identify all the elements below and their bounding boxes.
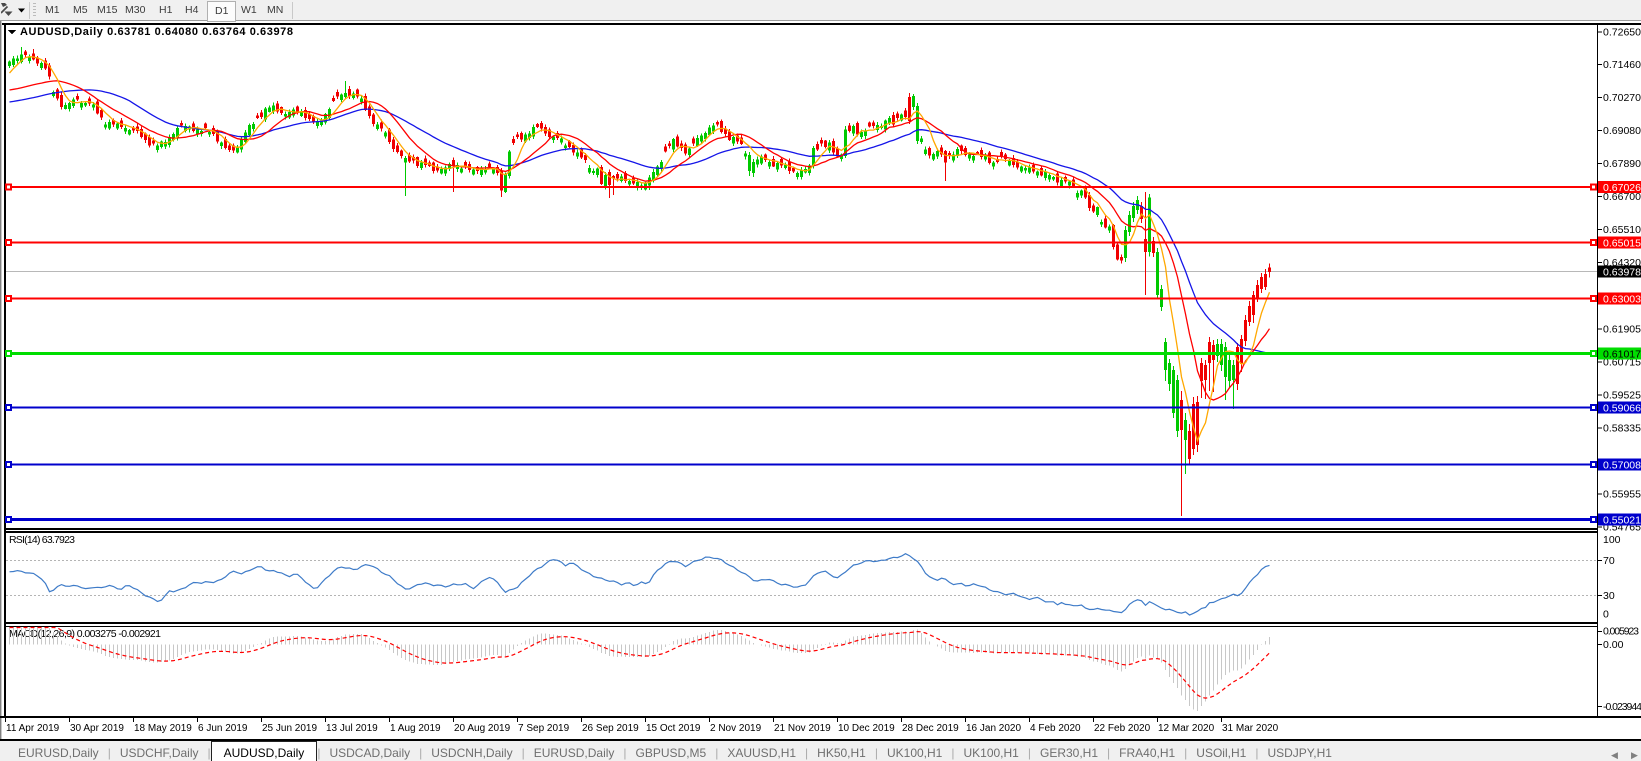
svg-text:RSI(14) 63.7923: RSI(14) 63.7923 [9, 534, 75, 546]
svg-text:0.70270: 0.70270 [1603, 92, 1641, 104]
svg-text:1 Aug 2019: 1 Aug 2019 [390, 723, 441, 734]
svg-text:30 Apr 2019: 30 Apr 2019 [70, 723, 124, 734]
svg-text:0.72650: 0.72650 [1603, 26, 1641, 38]
svg-text:0.00: 0.00 [1603, 639, 1624, 651]
svg-text:20 Aug 2019: 20 Aug 2019 [454, 723, 511, 734]
svg-text:25 Jun 2019: 25 Jun 2019 [262, 723, 317, 734]
svg-text:0.63978: 0.63978 [1603, 266, 1641, 278]
svg-text:31 Mar 2020: 31 Mar 2020 [1222, 723, 1279, 734]
svg-text:28 Dec 2019: 28 Dec 2019 [902, 723, 959, 734]
svg-text:0.71460: 0.71460 [1603, 59, 1641, 71]
svg-text:0.55021: 0.55021 [1603, 514, 1641, 526]
svg-text:AUDUSD,Daily 0.63781 0.64080: AUDUSD,Daily 0.63781 0.64080 0.63764 0.6… [20, 26, 293, 38]
svg-text:10 Dec 2019: 10 Dec 2019 [838, 723, 895, 734]
svg-text:12 Mar 2020: 12 Mar 2020 [1158, 723, 1215, 734]
svg-text:6 Jun 2019: 6 Jun 2019 [198, 723, 248, 734]
svg-text:0.59066: 0.59066 [1603, 402, 1641, 414]
svg-text:0: 0 [1603, 609, 1609, 621]
svg-text:0.60715: 0.60715 [1603, 357, 1641, 369]
svg-text:7 Sep 2019: 7 Sep 2019 [518, 723, 570, 734]
svg-text:0.63003: 0.63003 [1603, 293, 1641, 305]
svg-text:-0.023944: -0.023944 [1603, 701, 1641, 713]
svg-text:0.59525: 0.59525 [1603, 390, 1641, 402]
svg-text:11 Apr 2019: 11 Apr 2019 [6, 723, 60, 734]
svg-text:18 May 2019: 18 May 2019 [134, 723, 192, 734]
svg-text:0.55955: 0.55955 [1603, 489, 1641, 501]
svg-text:0.66700: 0.66700 [1603, 191, 1641, 203]
svg-text:0.65015: 0.65015 [1603, 238, 1641, 250]
svg-text:0.65510: 0.65510 [1603, 224, 1641, 236]
svg-text:0.58335: 0.58335 [1603, 423, 1641, 435]
svg-text:0.69080: 0.69080 [1603, 125, 1641, 137]
svg-text:2 Nov 2019: 2 Nov 2019 [710, 723, 762, 734]
svg-text:MACD(12,26,9) 0.003275 -0.0029: MACD(12,26,9) 0.003275 -0.002921 [9, 628, 161, 640]
svg-text:0.67890: 0.67890 [1603, 158, 1641, 170]
svg-text:0.67026: 0.67026 [1603, 182, 1641, 194]
svg-text:100: 100 [1603, 534, 1621, 546]
svg-text:0.61905: 0.61905 [1603, 324, 1641, 336]
svg-text:0.57008: 0.57008 [1603, 459, 1641, 471]
svg-text:16 Jan 2020: 16 Jan 2020 [966, 723, 1021, 734]
svg-text:30: 30 [1603, 590, 1615, 602]
svg-text:70: 70 [1603, 555, 1615, 567]
svg-text:0.005923: 0.005923 [1603, 626, 1639, 638]
svg-text:21 Nov 2019: 21 Nov 2019 [774, 723, 831, 734]
svg-text:26 Sep 2019: 26 Sep 2019 [582, 723, 639, 734]
svg-text:0.61017: 0.61017 [1603, 348, 1641, 360]
svg-text:22 Feb 2020: 22 Feb 2020 [1094, 723, 1151, 734]
svg-text:13 Jul 2019: 13 Jul 2019 [326, 723, 378, 734]
svg-text:4 Feb 2020: 4 Feb 2020 [1030, 723, 1081, 734]
svg-text:15 Oct 2019: 15 Oct 2019 [646, 723, 701, 734]
